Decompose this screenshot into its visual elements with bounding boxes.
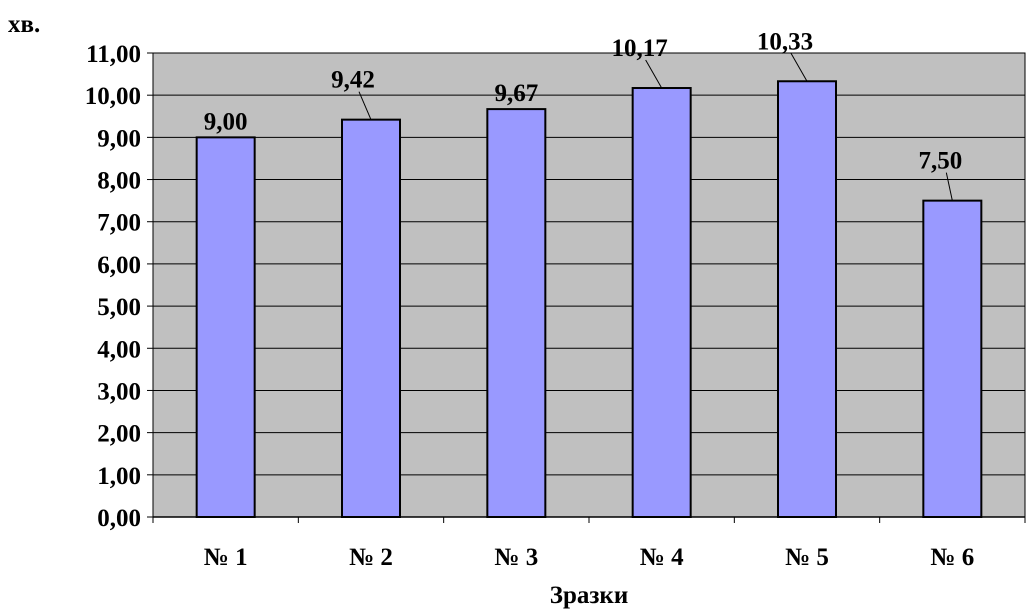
x-axis: № 1 № 2 № 3 № 4 № 5 № 6 [152,516,1026,571]
data-label-leader [358,91,372,120]
y-tick-label: 3,00 [97,378,141,405]
data-label-leader [645,59,663,89]
y-axis: 0,00 1,00 2,00 3,00 4,00 5,00 6,00 7,00 8,00 9,00… [85,41,154,532]
x-tick-label: № 5 [785,544,829,571]
y-tick-label: 5,00 [97,294,141,321]
y-tick-label: 10,00 [85,83,141,110]
y-tick-label: 1,00 [97,463,141,490]
bar [777,80,837,519]
y-tick-label: 4,00 [97,336,141,363]
x-tick-label: № 2 [349,544,393,571]
y-tick-label: 9,00 [97,125,141,152]
gridlines [153,94,1025,476]
y-tick-label: 7,00 [97,210,141,237]
data-label: 9,67 [494,80,538,107]
bar [486,108,547,519]
y-tick-label: 11,00 [86,41,141,68]
bar [341,118,401,518]
x-tick-label: № 6 [930,544,974,571]
y-axis-title: хв. [8,11,40,38]
x-tick-label: № 1 [204,544,248,571]
data-label: 10,17 [612,35,668,62]
bar [631,87,692,519]
data-labels: 9,00 9,42 9,67 10,17 10,33 7,50 [204,28,962,174]
data-label-leader [790,53,808,82]
data-label: 9,42 [331,67,375,94]
x-tick-label: № 4 [640,544,684,571]
bar [922,199,983,519]
bar [195,136,256,518]
y-tick-label: 0,00 [97,505,141,532]
y-tick-label: 6,00 [97,252,141,279]
plot-area [152,52,1026,518]
data-label: 10,33 [757,28,813,55]
data-label: 7,50 [918,148,962,175]
x-tick-label: № 3 [494,544,538,571]
x-axis-title: Зразки [550,582,628,609]
data-label-leaders [358,53,953,201]
y-tick-label: 2,00 [97,421,141,448]
y-tick-label: 8,00 [97,168,141,195]
data-label-leader [945,172,953,201]
data-label: 9,00 [204,108,248,135]
